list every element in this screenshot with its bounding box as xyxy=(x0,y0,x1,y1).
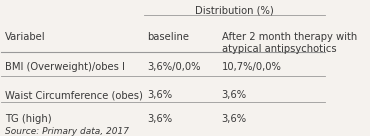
Text: 3,6%: 3,6% xyxy=(222,114,247,124)
Text: BMI (Overweight)/obes I: BMI (Overweight)/obes I xyxy=(5,62,124,72)
Text: Distribution (%): Distribution (%) xyxy=(195,5,274,15)
Text: baseline: baseline xyxy=(147,32,189,42)
Text: Waist Circumference (obes): Waist Circumference (obes) xyxy=(5,90,142,100)
Text: Variabel: Variabel xyxy=(5,32,45,42)
Text: 3,6%/0,0%: 3,6%/0,0% xyxy=(147,62,201,72)
Text: After 2 month therapy with
atypical antipsychotics: After 2 month therapy with atypical anti… xyxy=(222,32,357,54)
Text: TG (high): TG (high) xyxy=(5,114,51,124)
Text: 3,6%: 3,6% xyxy=(147,90,172,100)
Text: Source: Primary data, 2017: Source: Primary data, 2017 xyxy=(5,127,129,136)
Text: 3,6%: 3,6% xyxy=(222,90,247,100)
Text: 10,7%/0,0%: 10,7%/0,0% xyxy=(222,62,282,72)
Text: 3,6%: 3,6% xyxy=(147,114,172,124)
